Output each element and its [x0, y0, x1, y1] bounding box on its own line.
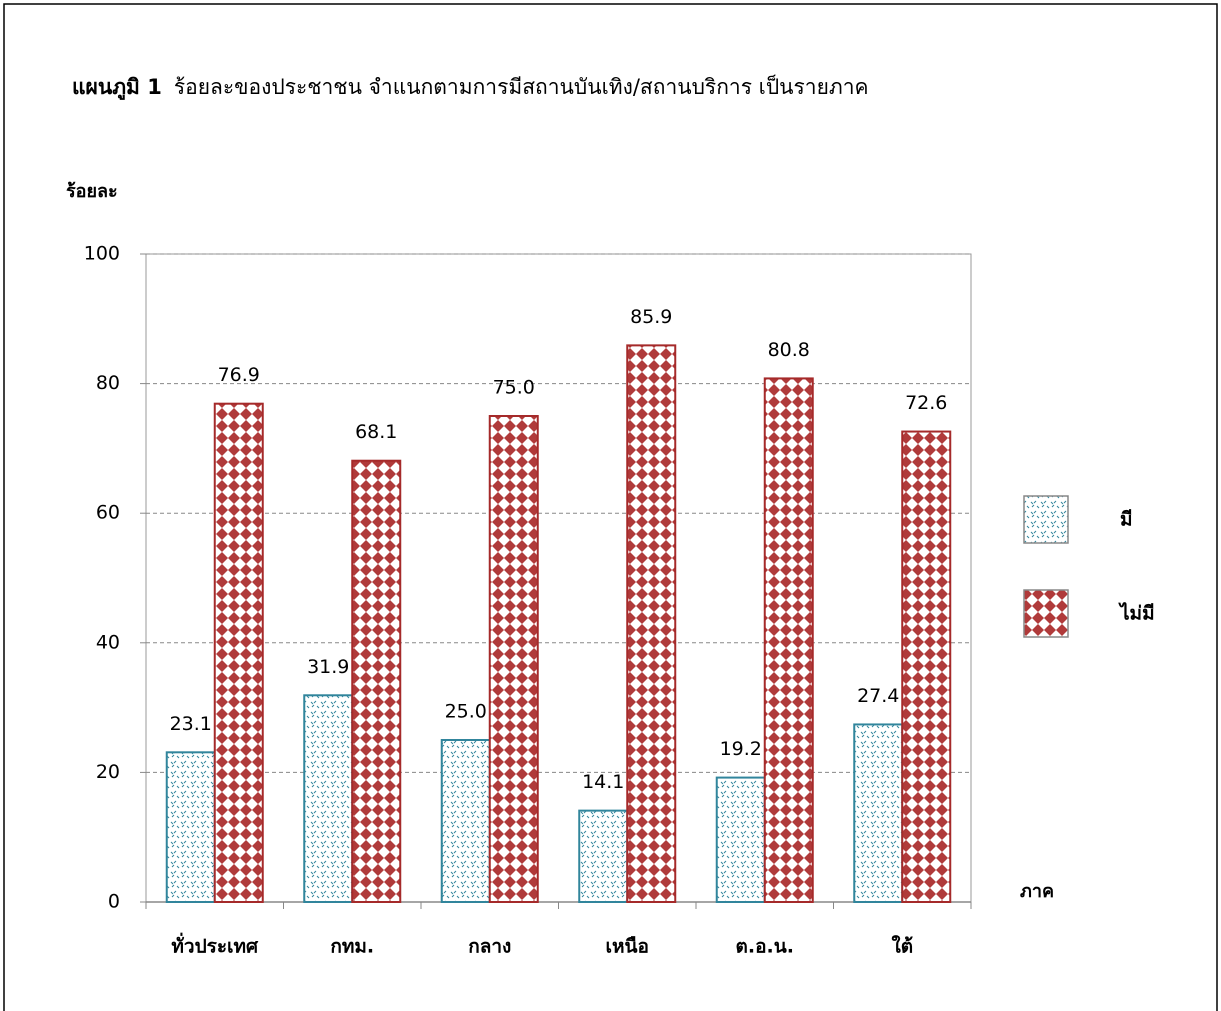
value-label: 23.1 [170, 713, 212, 735]
bar [626, 344, 677, 904]
value-label: 19.2 [720, 738, 762, 760]
value-label: 14.1 [582, 771, 624, 793]
x-tick-label: กลาง [468, 936, 511, 958]
title-label: แผนภูมิ 1 [72, 75, 162, 101]
value-label: 75.0 [493, 377, 535, 399]
bar [715, 776, 766, 903]
bar [303, 694, 354, 904]
frame [3, 3, 1218, 1011]
value-label: 76.9 [218, 364, 260, 386]
bar [488, 415, 539, 903]
y-axis-label: ร้อยละ [66, 181, 118, 202]
legend-label: มี [1120, 509, 1133, 531]
x-tick-label: ทั่วประเทศ [171, 933, 259, 958]
value-label: 25.0 [445, 701, 487, 723]
bar [351, 459, 402, 903]
bar [901, 430, 952, 903]
bar [763, 377, 814, 903]
x-axis-label: ภาค [1020, 881, 1054, 902]
plot-area [145, 253, 972, 903]
legend-swatch [1023, 495, 1069, 544]
x-tick-label: เหนือ [606, 936, 649, 958]
value-label: 85.9 [630, 306, 672, 328]
value-label: 72.6 [905, 392, 947, 414]
y-tick-label: 100 [84, 243, 120, 265]
y-tick-label: 0 [108, 891, 120, 913]
y-tick-label: 40 [96, 631, 120, 653]
bar [578, 809, 629, 904]
x-tick-label: กทม. [330, 936, 374, 958]
title-text: ร้อยละของประชาชน จำแนกตามการมีสถานบันเทิ… [174, 73, 869, 99]
bar [165, 751, 216, 904]
y-tick-label: 60 [96, 502, 120, 524]
legend-label: ไม่มี [1118, 602, 1155, 625]
value-label: 27.4 [857, 685, 899, 707]
x-tick-label: ใต้ [891, 935, 913, 958]
value-label: 68.1 [355, 421, 397, 443]
legend-swatch [1023, 589, 1069, 638]
chart-title: แผนภูมิ 1 ร้อยละของประชาชน จำแนกตามการมีส… [72, 73, 869, 101]
bar [440, 739, 491, 903]
bar [853, 723, 904, 903]
value-label: 80.8 [768, 339, 810, 361]
x-tick-label: ต.อ.น. [736, 936, 794, 958]
value-label: 31.9 [307, 656, 349, 678]
y-tick-label: 80 [96, 372, 120, 394]
bar [213, 402, 264, 903]
y-tick-label: 20 [96, 761, 120, 783]
